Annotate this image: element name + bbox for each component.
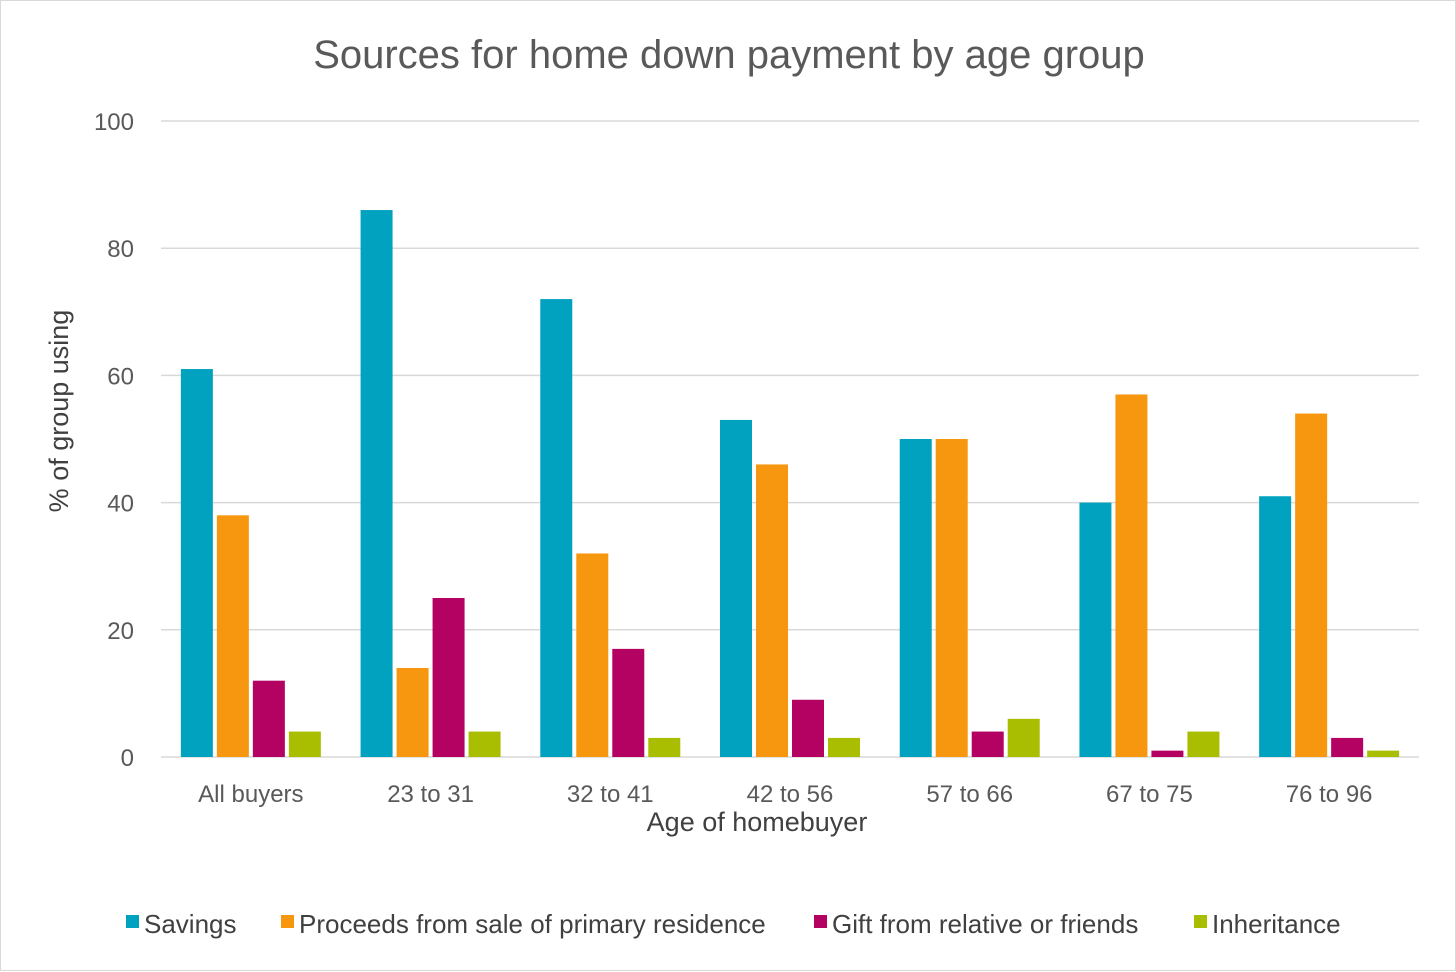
bar-gift-from-relative-or-friends xyxy=(1151,750,1184,757)
legend-label: Gift from relative or friends xyxy=(832,909,1138,939)
bar-proceeds-from-sale-of-primary-residence xyxy=(216,515,249,757)
bar-savings xyxy=(1079,502,1112,757)
bar-inheritance xyxy=(1187,731,1220,757)
legend-swatch xyxy=(1194,915,1207,928)
chart-title: Sources for home down payment by age gro… xyxy=(313,33,1145,77)
bar-gift-from-relative-or-friends xyxy=(432,598,465,757)
bar-inheritance xyxy=(648,737,681,757)
bar-proceeds-from-sale-of-primary-residence xyxy=(935,439,968,757)
legend-label: Savings xyxy=(144,909,237,939)
bar-gift-from-relative-or-friends xyxy=(1331,737,1364,757)
bar-proceeds-from-sale-of-primary-residence xyxy=(1295,413,1328,757)
bar-savings xyxy=(720,419,752,757)
x-tick-label: 23 to 31 xyxy=(387,781,474,808)
y-tick-label: 40 xyxy=(107,491,134,518)
y-tick-label: 80 xyxy=(107,236,134,263)
legend: Savings Proceeds from sale of primary res… xyxy=(126,909,1341,939)
bar-inheritance xyxy=(468,731,501,757)
legend-item: Gift from relative or friends xyxy=(814,909,1138,939)
x-tick-label: 57 to 66 xyxy=(926,781,1013,808)
x-tick-label: 32 to 41 xyxy=(567,781,654,808)
bar-savings xyxy=(1259,496,1292,757)
bar-savings xyxy=(360,210,393,758)
bar-gift-from-relative-or-friends xyxy=(612,648,645,757)
bar-inheritance xyxy=(288,731,321,757)
bar-gift-from-relative-or-friends xyxy=(792,699,824,757)
bar-savings xyxy=(540,299,573,757)
bar-savings xyxy=(180,369,213,757)
bar-proceeds-from-sale-of-primary-residence xyxy=(396,667,429,757)
y-tick-label: 100 xyxy=(94,109,134,136)
legend-swatch xyxy=(126,915,139,928)
x-tick-label: 76 to 96 xyxy=(1286,781,1373,808)
bar-gift-from-relative-or-friends xyxy=(971,731,1004,757)
x-axis-ticks: All buyers 23 to 31 32 to 41 42 to 56 57 to … xyxy=(198,781,1372,808)
bar-savings xyxy=(899,439,932,757)
x-tick-label: 67 to 75 xyxy=(1106,781,1193,808)
y-axis-title: % of group using xyxy=(44,310,74,513)
bar-proceeds-from-sale-of-primary-residence xyxy=(576,553,609,757)
y-tick-label: 0 xyxy=(121,745,134,772)
y-axis-ticks: 0 20 40 60 80 100 xyxy=(94,109,134,772)
x-axis-title: Age of homebuyer xyxy=(647,807,868,837)
legend-item: Proceeds from sale of primary residence xyxy=(281,909,766,939)
bar-inheritance xyxy=(828,737,860,757)
legend-item: Inheritance xyxy=(1194,909,1341,939)
legend-swatch xyxy=(814,915,827,928)
gridlines xyxy=(161,120,1419,758)
y-tick-label: 60 xyxy=(107,363,134,390)
legend-label: Inheritance xyxy=(1212,909,1341,939)
x-tick-label: 42 to 56 xyxy=(747,781,834,808)
x-tick-label: All buyers xyxy=(198,781,303,808)
bar-inheritance xyxy=(1367,750,1400,757)
bars xyxy=(180,210,1400,758)
legend-swatch xyxy=(281,915,294,928)
bar-proceeds-from-sale-of-primary-residence xyxy=(1115,394,1148,757)
bar-gift-from-relative-or-friends xyxy=(252,680,285,757)
bar-proceeds-from-sale-of-primary-residence xyxy=(756,464,788,757)
y-tick-label: 20 xyxy=(107,618,134,645)
legend-item: Savings xyxy=(126,909,237,939)
legend-label: Proceeds from sale of primary residence xyxy=(299,909,766,939)
bar-inheritance xyxy=(1007,718,1040,757)
